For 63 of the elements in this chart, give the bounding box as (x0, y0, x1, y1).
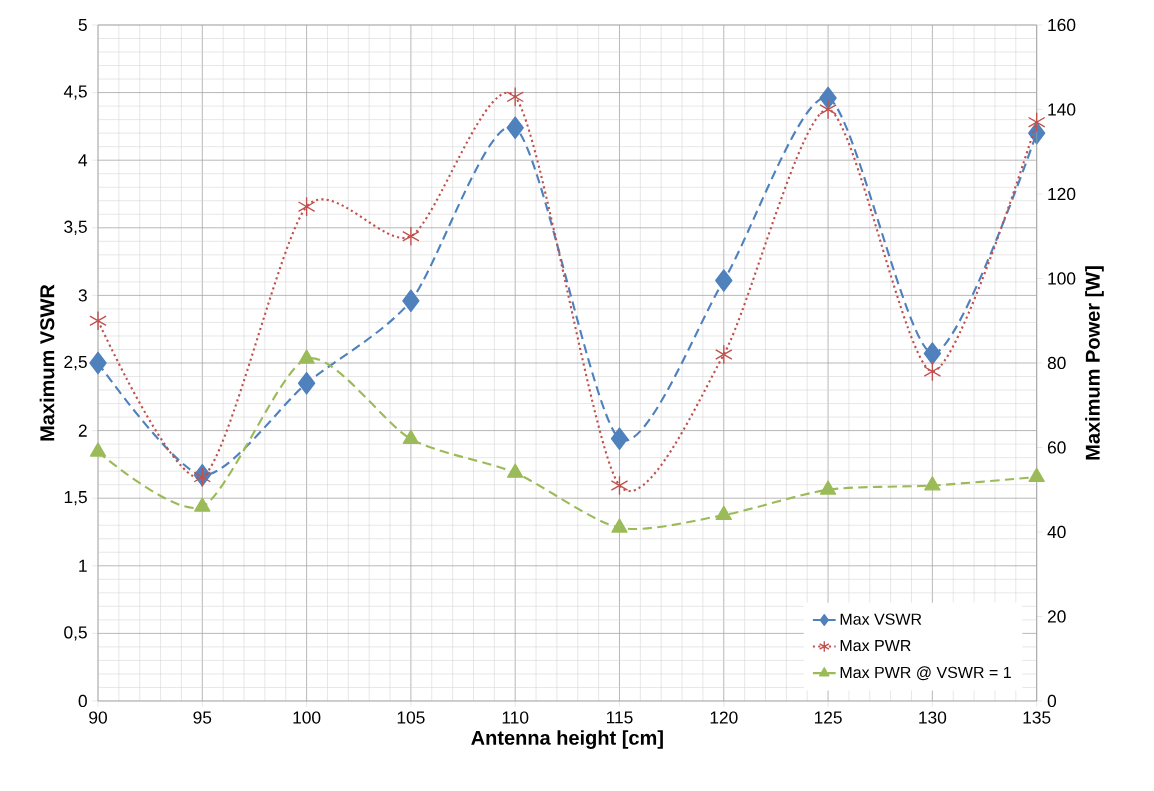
x-tick-label: 100 (293, 711, 321, 724)
y-tick-label: 4 (78, 154, 88, 167)
y2-tick-label: 40 (1047, 525, 1066, 539)
y-tick-label: 0,5 (64, 626, 87, 641)
point (715, 269, 733, 292)
point (923, 361, 942, 382)
point (194, 497, 211, 512)
point (924, 476, 941, 491)
point (819, 86, 837, 110)
y2-tick-label: 140 (1048, 103, 1076, 116)
point (297, 196, 316, 217)
point (298, 349, 315, 364)
y-tick-label: 3,5 (64, 220, 87, 235)
point (610, 475, 629, 496)
point (297, 371, 316, 395)
x-tick-label: 90 (89, 711, 107, 724)
point (715, 344, 733, 365)
point (1028, 467, 1045, 483)
point (610, 427, 629, 451)
x-axis-title: Antenna height [cm] (471, 730, 663, 749)
point (819, 99, 837, 120)
point (506, 116, 524, 140)
y-tick-label: 1,5 (64, 491, 87, 506)
point (89, 442, 107, 457)
x-tick-label: 105 (397, 711, 425, 724)
x-tick-label: 130 (919, 711, 947, 724)
legend-label: Max VSWR (840, 613, 922, 625)
point (1027, 112, 1046, 133)
y-tick-label: 4,5 (63, 85, 87, 100)
x-tick-label: 115 (606, 711, 633, 724)
legend-label: Max PWR (840, 639, 911, 652)
y-tick-label: 2 (78, 424, 87, 437)
point (402, 429, 420, 445)
point (819, 480, 837, 495)
y2-axis-title: Maximum Power [W] (1085, 266, 1104, 460)
point (506, 86, 524, 107)
x-tick-label: 120 (710, 711, 738, 724)
y2-tick-label: 80 (1047, 356, 1066, 370)
point (402, 289, 420, 313)
y2-tick-label: 60 (1047, 441, 1066, 454)
y2-tick-label: 100 (1048, 272, 1076, 285)
y-tick-label: 3 (78, 289, 87, 302)
point (715, 505, 732, 521)
point (402, 226, 420, 247)
legend-label: Max PWR @ VSWR = 1 (840, 666, 1011, 681)
x-tick-label: 95 (193, 711, 212, 724)
point (507, 463, 524, 478)
point (89, 351, 107, 375)
point (923, 342, 942, 365)
y2-tick-label: 120 (1048, 187, 1076, 201)
y-tick-label: 0 (78, 694, 87, 708)
point (611, 518, 628, 533)
x-tick-label: 125 (814, 711, 842, 724)
y-axis-title: Maximum VSWR (39, 284, 55, 441)
x-tick-label: 110 (502, 711, 529, 724)
y2-tick-label: 20 (1047, 610, 1066, 623)
y-tick-label: 5 (78, 18, 87, 32)
point (89, 310, 107, 331)
y2-tick-label: 160 (1048, 18, 1076, 32)
x-tick-label: 135 (1023, 711, 1051, 724)
y-tick-label: 2,5 (64, 355, 87, 371)
y-tick-label: 1 (79, 559, 87, 572)
y2-tick-label: 0 (1047, 694, 1057, 708)
